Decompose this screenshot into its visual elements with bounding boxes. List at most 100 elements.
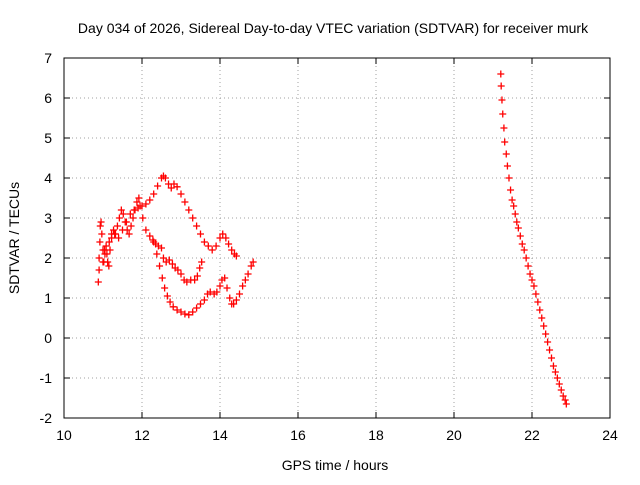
data-point [216,282,224,290]
data-point [95,266,103,274]
data-point [181,198,189,206]
data-point [228,246,236,254]
x-tick-label: 24 [602,427,618,443]
data-point [173,306,181,314]
data-point [503,162,511,170]
data-point [181,310,189,318]
data-point [534,298,542,306]
data-point [96,222,104,230]
data-point [551,368,559,376]
data-point [532,290,540,298]
data-point [520,246,528,254]
data-point [193,222,201,230]
data-point [168,260,176,268]
data-point [129,214,137,222]
y-tick-label: 6 [44,90,52,106]
data-point [97,218,105,226]
data-point [514,224,522,232]
data-point [130,206,138,214]
data-point [518,240,526,248]
data-point [161,284,169,292]
data-point [241,276,249,284]
data-point [133,198,141,206]
data-point [223,284,231,292]
plot-frame [63,57,611,419]
y-tick-label: 0 [44,330,52,346]
data-point [513,218,521,226]
data-point [110,226,118,234]
data-point [136,202,144,210]
y-tick-label: 4 [44,170,52,186]
data-point [98,230,106,238]
x-tick-label: 14 [212,427,228,443]
data-point [150,238,158,246]
data-point [511,210,519,218]
data-point [150,190,158,198]
data-point [542,330,550,338]
data-point [522,254,530,262]
data-point [249,258,257,266]
plot-border [63,57,611,419]
data-point [119,210,127,218]
data-point [553,374,561,382]
x-tick-label: 22 [524,427,540,443]
data-point [232,252,240,260]
data-point [115,234,123,242]
data-point [528,276,536,284]
y-tick-label: -1 [40,370,53,386]
data-point [146,196,154,204]
data-point [219,230,227,238]
data-point [198,258,206,266]
data-point [247,262,255,270]
data-point [536,306,544,314]
y-tick-label: 7 [44,50,52,66]
data-point [544,338,552,346]
data-point [125,230,133,238]
chart-title: Day 034 of 2026, Sidereal Day-to-day VTE… [78,20,589,36]
data-point [232,296,240,304]
data-point [221,274,229,282]
data-point [505,174,513,182]
data-point [96,238,104,246]
data-point [167,184,175,192]
data-point [95,254,103,262]
grid-lines [64,58,610,418]
x-tick-label: 10 [56,427,72,443]
data-point [197,300,204,308]
data-point [102,242,110,250]
y-tick-label: 3 [44,210,52,226]
data-point [185,206,193,214]
data-point [225,240,233,248]
data-point [548,354,555,362]
data-point [546,346,554,354]
data-point [165,256,173,264]
data-point [103,250,111,258]
data-point [197,230,204,238]
data-point [239,282,247,290]
data-point [213,288,221,296]
data-point [206,288,214,296]
data-point [139,214,147,222]
y-tick-label: -2 [40,410,53,426]
data-point [244,270,252,278]
data-point [216,234,224,242]
data-point [185,311,193,319]
data-point [127,222,135,230]
data-point [146,232,154,240]
data-point [154,182,162,190]
data-point [530,282,538,290]
x-tick-label: 12 [134,427,150,443]
data-point [158,244,165,252]
data-point [119,226,126,234]
data-point [113,222,121,230]
data-point [212,242,220,250]
data-point [526,270,534,278]
data-point [497,70,505,78]
data-point [177,308,185,316]
tick-marks [63,57,611,419]
data-point [508,196,516,204]
data-point [189,214,197,222]
data-point [158,274,166,282]
